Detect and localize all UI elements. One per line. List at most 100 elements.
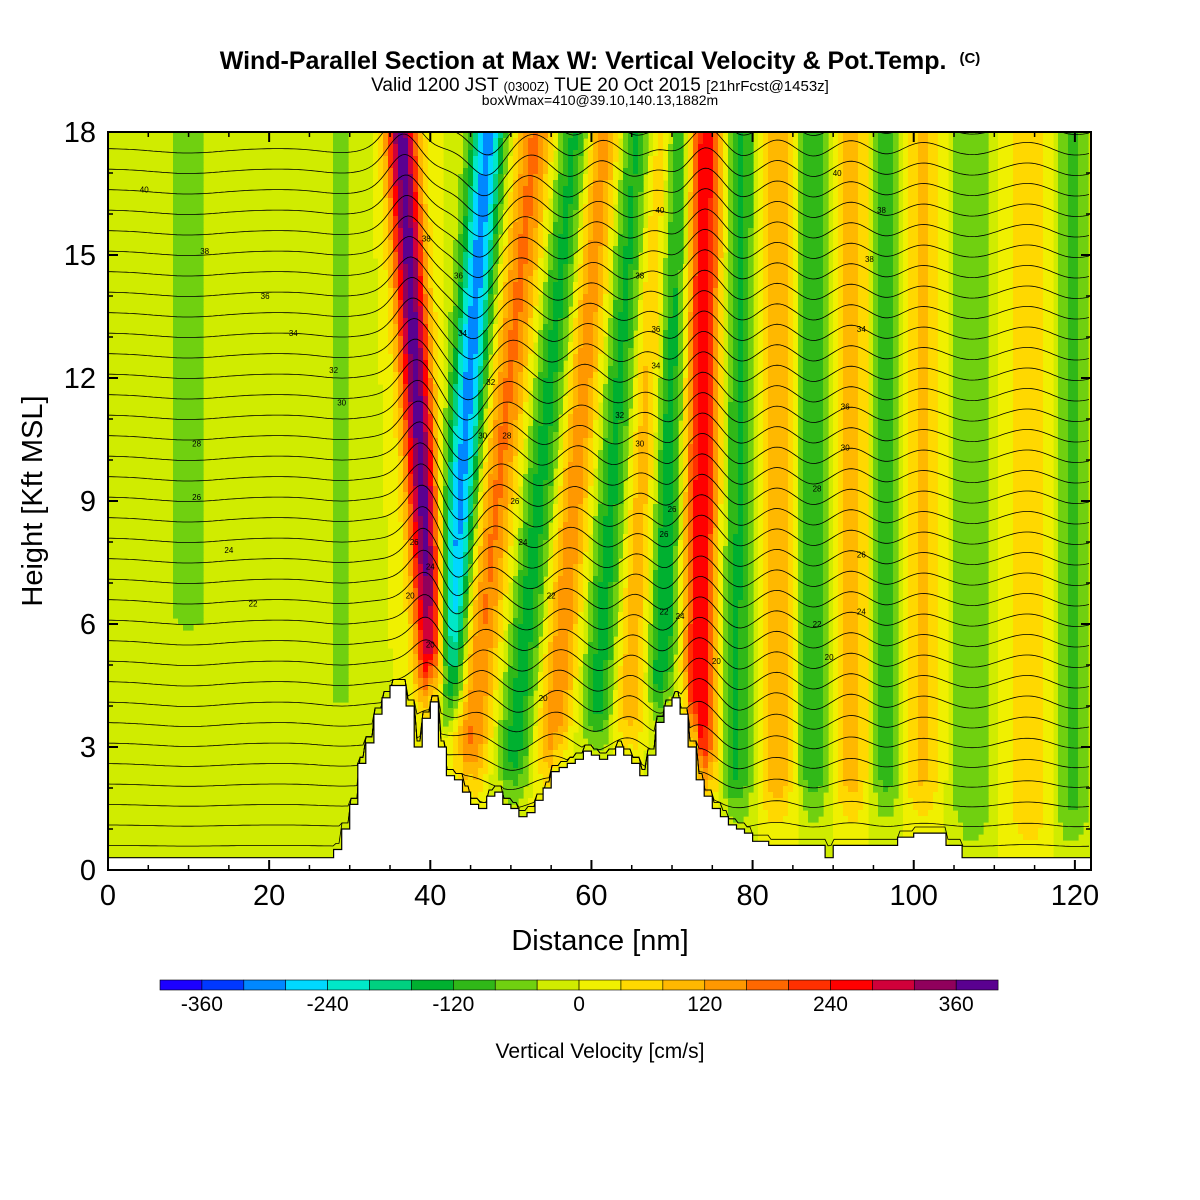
field-cell xyxy=(953,420,989,427)
field-cell xyxy=(798,156,804,163)
field-cell xyxy=(568,258,574,265)
field-cell xyxy=(663,468,674,475)
field-cell xyxy=(998,426,1014,433)
field-cell xyxy=(928,438,939,445)
field-cell xyxy=(453,276,459,283)
field-cell xyxy=(673,408,679,415)
field-cell xyxy=(513,420,519,427)
field-cell xyxy=(858,186,869,193)
field-cell xyxy=(468,432,474,439)
field-cell xyxy=(838,156,844,163)
field-cell xyxy=(568,396,574,403)
field-cell xyxy=(598,348,604,355)
field-cell xyxy=(498,372,509,379)
field-cell xyxy=(693,204,699,211)
field-cell xyxy=(738,276,744,283)
field-cell xyxy=(713,144,719,151)
field-cell xyxy=(928,156,939,163)
field-cell xyxy=(498,168,504,175)
field-cell xyxy=(953,462,989,469)
field-cell xyxy=(493,144,499,151)
field-cell xyxy=(833,324,839,331)
field-cell xyxy=(823,234,829,241)
field-cell xyxy=(493,198,499,205)
field-cell xyxy=(878,222,894,229)
field-cell xyxy=(173,192,204,199)
field-cell xyxy=(788,222,794,229)
field-cell xyxy=(918,336,929,343)
field-cell xyxy=(758,390,764,397)
field-cell xyxy=(713,324,719,331)
field-cell xyxy=(378,300,389,307)
field-cell xyxy=(463,378,474,385)
field-cell xyxy=(843,396,859,403)
field-cell xyxy=(668,348,679,355)
field-cell xyxy=(1013,156,1044,163)
field-cell xyxy=(758,366,764,373)
field-cell xyxy=(1043,174,1054,181)
field-cell xyxy=(718,336,724,343)
field-cell xyxy=(1043,456,1054,463)
field-cell xyxy=(903,432,909,439)
field-cell xyxy=(908,180,919,187)
field-cell xyxy=(728,132,734,139)
field-cell xyxy=(693,180,699,187)
field-cell xyxy=(918,330,929,337)
field-cell xyxy=(568,420,574,427)
field-cell xyxy=(488,282,494,289)
field-cell xyxy=(673,432,679,439)
field-cell xyxy=(478,324,484,331)
field-cell xyxy=(748,342,754,349)
field-cell xyxy=(733,330,739,337)
field-cell xyxy=(893,312,899,319)
field-cell xyxy=(713,270,719,277)
field-cell xyxy=(718,180,724,187)
field-cell xyxy=(858,390,869,397)
field-cell xyxy=(493,174,499,181)
field-cell xyxy=(938,258,949,265)
field-cell xyxy=(508,342,519,349)
field-cell xyxy=(843,282,859,289)
field-cell xyxy=(503,414,509,421)
field-cell xyxy=(713,198,719,205)
field-cell xyxy=(428,396,434,403)
field-cell xyxy=(698,210,709,217)
field-cell xyxy=(508,228,514,235)
field-cell xyxy=(558,474,564,481)
field-cell xyxy=(608,318,614,325)
field-cell xyxy=(858,432,869,439)
field-cell xyxy=(938,276,949,283)
field-cell xyxy=(463,138,469,145)
field-cell xyxy=(1078,456,1089,463)
field-cell xyxy=(938,306,949,313)
field-cell xyxy=(508,282,514,289)
field-cell xyxy=(918,132,929,139)
field-cell xyxy=(488,408,494,415)
field-cell xyxy=(423,150,429,157)
field-cell xyxy=(838,348,844,355)
field-cell xyxy=(488,264,494,271)
field-cell xyxy=(548,276,559,283)
field-cell xyxy=(388,276,394,283)
field-cell xyxy=(758,234,764,241)
field-cell xyxy=(878,420,894,427)
field-cell xyxy=(768,318,789,325)
field-cell xyxy=(838,180,844,187)
field-cell xyxy=(633,222,639,229)
field-cell xyxy=(568,204,579,211)
field-cell xyxy=(668,240,684,247)
field-cell xyxy=(798,204,804,211)
field-cell xyxy=(443,420,449,427)
field-cell xyxy=(1078,210,1089,217)
field-cell xyxy=(938,222,949,229)
field-cell xyxy=(378,330,389,337)
field-cell xyxy=(918,168,929,175)
field-cell xyxy=(1068,468,1079,475)
field-cell xyxy=(893,150,899,157)
field-cell xyxy=(173,180,204,187)
field-cell xyxy=(1013,168,1044,175)
field-cell xyxy=(1043,378,1054,385)
field-cell xyxy=(573,228,579,235)
field-cell xyxy=(683,348,689,355)
field-cell xyxy=(843,216,859,223)
